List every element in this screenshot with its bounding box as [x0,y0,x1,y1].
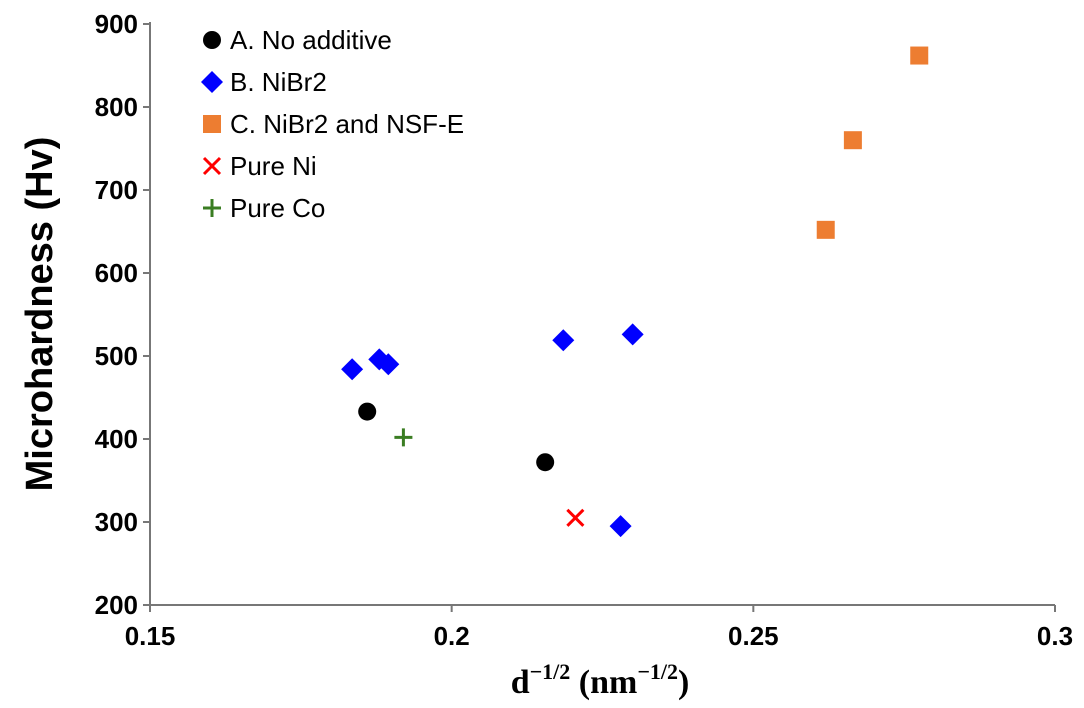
x-tick-label: 0.25 [728,621,779,651]
x-tick-label: 0.3 [1037,621,1073,651]
data-point [566,508,585,527]
legend-marker [202,156,222,176]
legend-label: A. No additive [230,25,392,55]
series-3 [566,508,585,527]
legend-item: B. NiBr2 [201,67,327,97]
series-0 [358,402,555,472]
data-point [621,323,644,346]
y-tick-label: 400 [95,424,138,454]
legend-label: B. NiBr2 [230,67,327,97]
y-tick-label: 700 [95,175,138,205]
series-2 [816,46,929,239]
legend-label: Pure Co [230,193,325,223]
legend-marker [203,31,221,49]
y-tick-label: 500 [95,341,138,371]
legend-item: Pure Co [203,193,325,223]
x-tick-label: 0.2 [434,621,470,651]
legend-item: Pure Ni [202,151,317,181]
data-points [341,46,929,538]
data-point [377,353,400,376]
legend-label: Pure Ni [230,151,317,181]
y-tick-label: 300 [95,507,138,537]
legend-marker [203,199,221,217]
data-point [394,428,413,447]
y-axis-label: Microhardness (Hv) [19,137,61,492]
y-tick-label: 200 [95,590,138,620]
legend-marker [201,71,223,93]
data-point [609,515,632,538]
y-axis-ticks: 200 300 400 500 600 700 800 900 [95,9,150,620]
x-axis-ticks: 0.15 0.2 0.25 0.3 [125,605,1073,651]
data-point [552,329,575,352]
x-axis-label-unit-close: ) [678,664,689,701]
data-point [341,358,364,381]
data-point [910,46,929,65]
x-axis-label-base: d [511,664,530,701]
data-point [536,453,555,472]
x-axis-label-unit-open: (nm [570,664,637,701]
series-1 [341,323,644,538]
legend: A. No additive B. NiBr2 C. NiBr2 and NSF-E… [201,25,464,223]
data-point [843,131,862,150]
data-point [358,402,377,421]
x-axis-label: d−1/2 (nm−1/2) [511,659,690,701]
x-axis-label-base-exponent: −1/2 [530,659,571,684]
legend-label: C. NiBr2 and NSF-E [230,109,464,139]
axes [149,22,1055,606]
data-point [816,220,835,239]
y-tick-label: 900 [95,9,138,39]
series-4 [394,428,413,447]
y-tick-label: 600 [95,258,138,288]
legend-marker [203,115,221,133]
legend-item: C. NiBr2 and NSF-E [203,109,464,139]
y-tick-label: 800 [95,92,138,122]
x-axis-label-unit-exponent: −1/2 [637,659,678,684]
x-tick-label: 0.15 [125,621,176,651]
legend-item: A. No additive [203,25,392,55]
